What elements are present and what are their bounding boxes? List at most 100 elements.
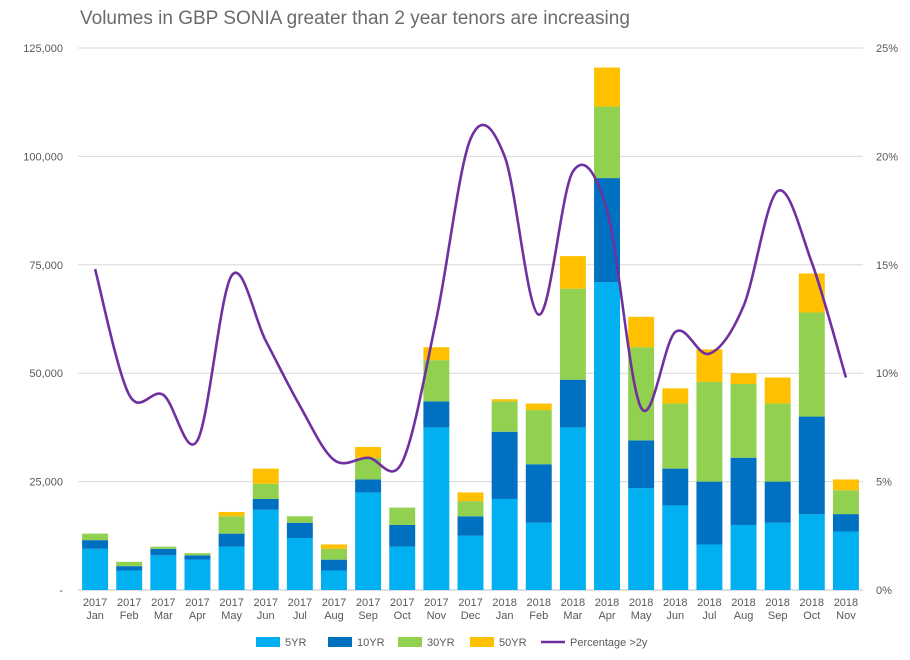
bar-segment-10yr — [389, 524, 416, 547]
bar-segment-30yr — [321, 548, 347, 560]
bar-segment-30yr — [594, 106, 620, 179]
x-tick-label: 2018 Jul — [697, 597, 721, 622]
bar-segment-10yr — [116, 566, 143, 571]
bar-segment-5yr — [525, 522, 552, 590]
bar-segment-10yr — [423, 401, 450, 428]
bar-segment-10yr — [252, 498, 279, 510]
legend-swatch-10yr — [328, 637, 352, 647]
bar-segment-5yr — [491, 498, 518, 590]
bar-segment-30yr — [389, 507, 416, 525]
bar-segment-30yr — [116, 561, 143, 567]
legend-swatch-50yr — [470, 637, 494, 647]
x-tick-label: 2017 Feb — [117, 597, 141, 622]
bar-segment-10yr — [559, 379, 586, 428]
x-tick-label: 2017 May — [219, 597, 243, 622]
bar-segment-50yr — [525, 403, 552, 411]
bar-segment-10yr — [184, 555, 211, 560]
bar-segment-50yr — [628, 316, 655, 348]
bar-segment-50yr — [321, 544, 347, 549]
bar-segment-50yr — [559, 256, 586, 289]
bar-segment-30yr — [628, 347, 655, 441]
bar-segment-10yr — [696, 481, 723, 545]
legend-label-30yr: 30YR — [427, 637, 455, 649]
x-tick-label: 2017 Nov — [424, 597, 448, 622]
y-left-tick-label: 50,000 — [29, 368, 63, 380]
bar-segment-10yr — [832, 514, 859, 532]
y-right-tick-label: 10% — [876, 368, 898, 380]
bar-segment-5yr — [696, 544, 723, 590]
bar-segment-50yr — [252, 468, 279, 484]
bar-segment-5yr — [764, 522, 791, 590]
bar-segment-10yr — [730, 457, 757, 525]
y-right-tick-label: 0% — [876, 585, 892, 597]
bar-segment-5yr — [184, 559, 211, 590]
bar-segment-30yr — [798, 312, 825, 417]
y-left-tick-label: 125,000 — [23, 43, 63, 55]
x-tick-label: 2018 Aug — [731, 597, 755, 622]
bar-segment-5yr — [457, 535, 484, 590]
bar-segment-10yr — [662, 468, 689, 506]
bar-segment-5yr — [423, 427, 450, 590]
bar-segment-5yr — [82, 548, 109, 590]
bar-segment-50yr — [594, 67, 620, 107]
bars — [82, 67, 859, 590]
bar-segment-10yr — [628, 440, 655, 489]
right-axis-ticks: 0% 5% 10% 15% 20% 25% — [876, 43, 898, 597]
bar-segment-10yr — [218, 533, 245, 547]
legend-label-percentage: Percentage >2y — [570, 637, 648, 649]
x-tick-label: 2018 Apr — [595, 597, 619, 622]
legend-swatch-30yr — [398, 637, 422, 647]
bar-segment-5yr — [218, 546, 245, 590]
bar-segment-10yr — [321, 559, 347, 571]
legend-label-10yr: 10YR — [357, 637, 385, 649]
bar-segment-30yr — [82, 533, 109, 541]
bar-segment-50yr — [662, 388, 689, 404]
bar-segment-30yr — [355, 457, 382, 480]
bar-segment-10yr — [82, 540, 109, 549]
bar-segment-30yr — [286, 516, 313, 523]
bar-segment-50yr — [730, 373, 757, 385]
bar-segment-5yr — [730, 524, 757, 590]
bar-segment-5yr — [832, 531, 859, 590]
bar-segment-30yr — [525, 410, 552, 465]
bar-segment-10yr — [798, 416, 825, 515]
x-tick-label: 2018 Jun — [663, 597, 687, 622]
y-left-tick-label: 75,000 — [29, 260, 63, 272]
bar-segment-5yr — [798, 514, 825, 590]
x-tick-label: 2018 May — [629, 597, 653, 622]
bar-segment-5yr — [628, 488, 655, 590]
y-right-tick-label: 5% — [876, 477, 892, 489]
bar-segment-5yr — [389, 546, 416, 590]
bar-segment-5yr — [355, 492, 382, 590]
legend-swatch-5yr — [256, 637, 280, 647]
bar-segment-10yr — [491, 431, 518, 499]
left-axis-ticks: - 25,000 50,000 75,000 100,000 125,000 — [23, 43, 63, 597]
bar-segment-5yr — [286, 537, 313, 590]
bar-segment-30yr — [832, 490, 859, 515]
bar-segment-30yr — [184, 553, 211, 556]
bar-segment-30yr — [696, 381, 723, 482]
y-right-tick-label: 15% — [876, 260, 898, 272]
bar-segment-30yr — [218, 516, 245, 534]
legend-label-5yr: 5YR — [285, 637, 306, 649]
x-tick-label: 2017 Mar — [151, 597, 175, 622]
x-tick-label: 2018 Oct — [800, 597, 824, 622]
bar-segment-5yr — [321, 570, 347, 590]
bar-segment-30yr — [662, 403, 689, 469]
bar-segment-30yr — [491, 401, 518, 432]
x-tick-label: 2017 Oct — [390, 597, 414, 622]
x-tick-label: 2018 Jan — [492, 597, 516, 622]
bar-segment-50yr — [457, 492, 484, 502]
bar-segment-30yr — [252, 483, 279, 499]
bar-segment-10yr — [525, 464, 552, 523]
y-right-tick-label: 20% — [876, 151, 898, 163]
x-tick-label: 2018 Sep — [765, 597, 789, 622]
x-axis-ticks: 2017 Jan 2017 Feb 2017 Mar 2017 Apr 2017 May 2017 J… — [83, 597, 858, 622]
bar-segment-5yr — [662, 505, 689, 590]
x-tick-label: 2017 Dec — [458, 597, 482, 622]
x-tick-label: 2017 Jan — [83, 597, 107, 622]
percentage-line-path — [93, 123, 848, 473]
bar-segment-30yr — [764, 403, 791, 482]
bar-segment-50yr — [832, 479, 859, 491]
x-tick-label: 2018 Mar — [561, 597, 585, 622]
